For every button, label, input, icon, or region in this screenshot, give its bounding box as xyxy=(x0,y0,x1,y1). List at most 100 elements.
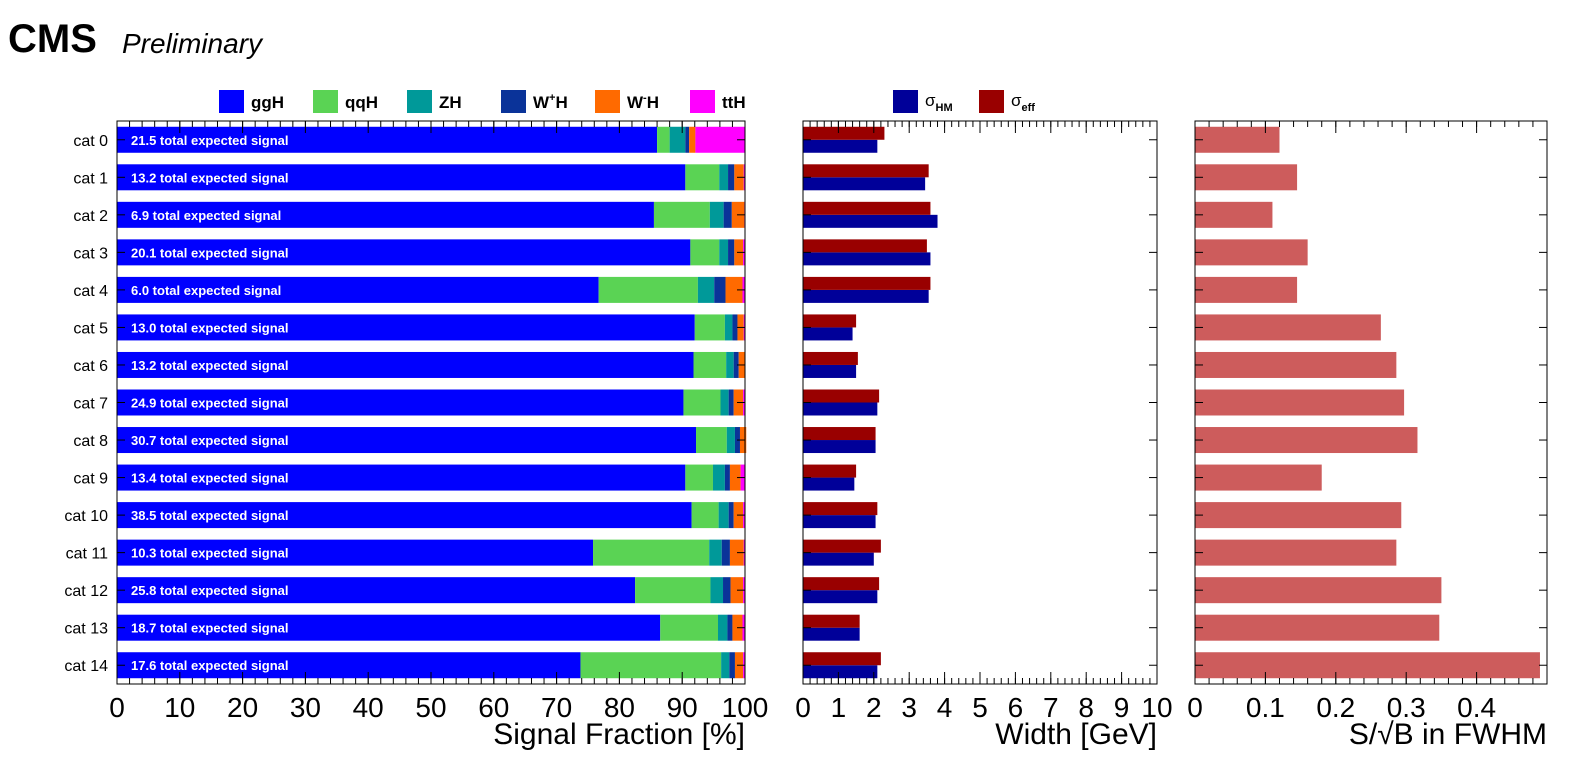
category-label: cat 5 xyxy=(73,320,108,337)
legend-width-definitions: σHM σeff xyxy=(893,90,1035,114)
width-tick-label: 6 xyxy=(1008,692,1024,723)
bar-segment-qqH xyxy=(653,201,710,228)
bar-segment-ggH xyxy=(117,577,636,604)
category-label: cat 11 xyxy=(66,546,109,563)
bar-sigma-eff xyxy=(803,652,881,666)
bar-sigma-eff xyxy=(803,539,881,553)
bar-segment-qqH xyxy=(696,427,727,454)
bar-segment-qqH xyxy=(685,464,713,491)
legend-swatch-sigma-hm xyxy=(893,90,918,113)
category-label: cat 8 xyxy=(73,433,108,450)
bar-s-over-sqrt-b xyxy=(1195,652,1540,679)
bar-sigma-hm xyxy=(803,627,860,641)
bar-segment-WH xyxy=(724,464,730,491)
width-tick-label: 3 xyxy=(901,692,917,723)
bar-segment-WH xyxy=(728,239,735,266)
bar-segment-ZH xyxy=(721,652,730,679)
bar-sigma-hm xyxy=(803,289,929,303)
signal-fraction-tick-label: 30 xyxy=(290,692,321,723)
bar-total-label: 6.0 total expected signal xyxy=(131,283,281,298)
s-over-sqrt-b-tick-label: 0.4 xyxy=(1457,692,1496,723)
bar-segment-WH xyxy=(728,502,734,529)
category-label: cat 2 xyxy=(73,208,108,225)
legend-production-modes: ggH qqH ZH W+H W-H ttH xyxy=(219,90,746,113)
bar-total-label: 18.7 total expected signal xyxy=(131,621,289,636)
legend-swatch-WH xyxy=(501,90,526,113)
bar-sigma-eff xyxy=(803,126,885,140)
bar-segment-ZH xyxy=(719,164,729,191)
bar-segment-ggH xyxy=(117,427,697,454)
bar-segment-ggH xyxy=(117,502,692,529)
width-tick-label: 7 xyxy=(1043,692,1059,723)
bar-segment-ggH xyxy=(117,239,691,266)
legend-label-symbol: σ xyxy=(1011,91,1022,110)
bar-s-over-sqrt-b xyxy=(1195,539,1397,566)
bar-sigma-eff xyxy=(803,502,878,516)
bar-total-label: 38.5 total expected signal xyxy=(131,508,289,523)
bar-total-label: 21.5 total expected signal xyxy=(131,133,289,148)
legend-label-suffix: H xyxy=(555,93,567,112)
bar-segment-qqH xyxy=(694,314,725,341)
bar-total-label: 24.9 total expected signal xyxy=(131,396,289,411)
bar-segment-WH xyxy=(728,389,734,416)
bar-segment-ggH xyxy=(117,389,684,416)
bar-segment-WH xyxy=(714,276,726,303)
bar-s-over-sqrt-b xyxy=(1195,164,1298,191)
bar-sigma-eff xyxy=(803,464,857,478)
s-over-sqrt-b-tick-label: 0 xyxy=(1187,692,1203,723)
bar-s-over-sqrt-b xyxy=(1195,126,1280,153)
s-over-sqrt-b-axis-title: S/√B in FWHM xyxy=(1349,718,1547,751)
legend-swatch-ZH xyxy=(407,90,432,113)
signal-fraction-tick-label: 0 xyxy=(109,692,125,723)
legend-label-WH: W-H xyxy=(627,92,659,112)
legend-label-symbol: σ xyxy=(925,91,936,110)
bar-segment-ZH xyxy=(697,276,715,303)
s-over-sqrt-b-tick-label: 0.3 xyxy=(1387,692,1426,723)
bar-segment-ZH xyxy=(718,502,729,529)
bar-segment-qqH xyxy=(691,502,719,529)
bar-sigma-hm xyxy=(803,590,878,604)
category-label: cat 0 xyxy=(73,133,108,150)
width-tick-label: 5 xyxy=(972,692,988,723)
bar-sigma-hm xyxy=(803,477,855,491)
bar-segment-ttH xyxy=(695,126,745,153)
category-label: cat 10 xyxy=(64,508,108,525)
category-label: cat 12 xyxy=(64,583,108,600)
bar-s-over-sqrt-b xyxy=(1195,351,1397,378)
bar-segment-qqH xyxy=(580,652,722,679)
bar-sigma-hm xyxy=(803,327,853,341)
legend-label-sup: - xyxy=(643,92,647,104)
bar-s-over-sqrt-b xyxy=(1195,577,1442,604)
signal-fraction-tick-label: 60 xyxy=(478,692,509,723)
bar-segment-WH xyxy=(729,464,741,491)
bar-total-label: 6.9 total expected signal xyxy=(131,208,281,223)
bar-total-label: 13.2 total expected signal xyxy=(131,358,289,373)
width-axis-title: Width [GeV] xyxy=(995,718,1157,751)
bar-sigma-eff xyxy=(803,201,931,215)
legend-label-sigma-eff: σeff xyxy=(1011,91,1035,114)
s-over-sqrt-b-panel: 0 0.1 0.2 0.3 0.4S/√B in FWHM xyxy=(1187,120,1548,751)
bar-sigma-hm xyxy=(803,177,926,191)
bar-segment-ZH xyxy=(669,126,686,153)
signal-fraction-panel: cat 0 21.5 total expected signal cat 1 13.2… xyxy=(64,120,768,751)
bar-segment-WH xyxy=(727,614,733,641)
signal-fraction-tick-label: 40 xyxy=(353,692,384,723)
bar-sigma-eff xyxy=(803,389,880,403)
legend-label-base: W xyxy=(627,93,644,112)
s-over-sqrt-b-tick-label: 0.2 xyxy=(1316,692,1355,723)
bar-sigma-hm xyxy=(803,552,874,566)
bar-segment-qqH xyxy=(660,614,718,641)
bar-segment-ZH xyxy=(720,389,729,416)
bar-segment-ZH xyxy=(712,464,725,491)
bar-total-label: 20.1 total expected signal xyxy=(131,245,289,260)
width-tick-label: 4 xyxy=(937,692,953,723)
bar-sigma-eff xyxy=(803,351,858,365)
bar-segment-WH xyxy=(728,164,735,191)
bar-sigma-hm xyxy=(803,440,876,454)
category-label: cat 14 xyxy=(64,658,108,675)
category-label: cat 13 xyxy=(64,621,108,638)
legend-label-WH: W+H xyxy=(533,92,568,112)
bar-segment-WH xyxy=(729,652,735,679)
legend-label-sup: + xyxy=(549,92,555,104)
